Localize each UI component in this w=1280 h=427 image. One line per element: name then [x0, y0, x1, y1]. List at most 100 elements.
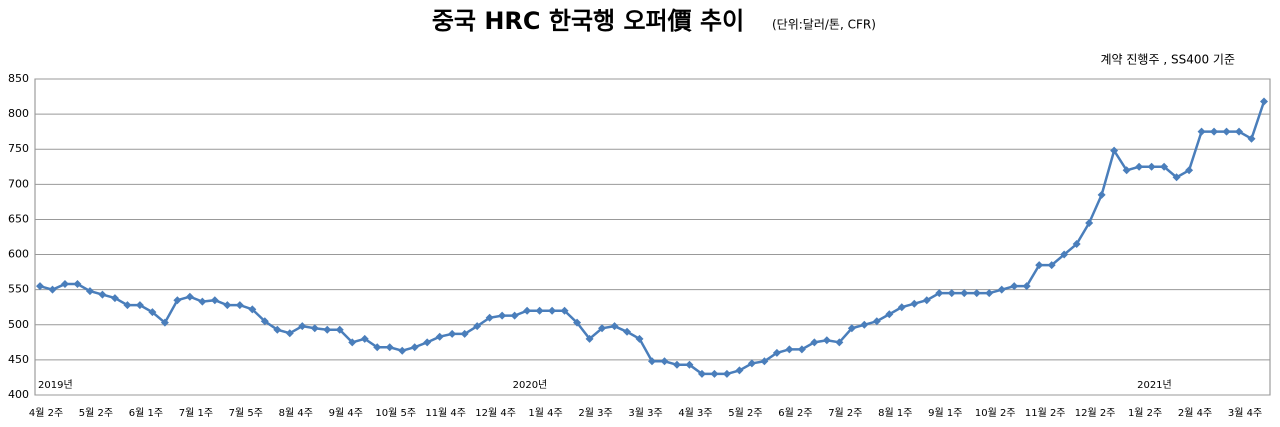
- marker: [835, 338, 844, 347]
- x-tick-label: 6월 2주: [778, 407, 812, 419]
- marker: [985, 289, 994, 298]
- marker: [573, 318, 582, 327]
- y-tick-label: 850: [8, 72, 29, 85]
- y-tick-label: 800: [8, 107, 29, 120]
- marker: [1097, 190, 1106, 199]
- x-tick-label: 10월 2주: [975, 407, 1016, 419]
- marker: [1022, 282, 1031, 291]
- marker: [822, 336, 831, 345]
- marker: [173, 296, 182, 305]
- marker: [672, 360, 681, 369]
- marker: [747, 359, 756, 368]
- y-tick-label: 500: [8, 318, 29, 331]
- marker: [398, 346, 407, 355]
- marker: [1210, 127, 1219, 136]
- x-tick-label: 9월 1주: [928, 407, 962, 419]
- marker: [260, 317, 269, 326]
- marker: [285, 329, 294, 338]
- marker: [635, 334, 644, 343]
- x-tick-label: 11월 2주: [1025, 407, 1066, 419]
- line: [39, 101, 1266, 376]
- marker: [1172, 173, 1181, 182]
- year-label: 2019년: [38, 379, 73, 391]
- marker: [685, 360, 694, 369]
- marker: [810, 338, 819, 347]
- chart-title: 중국 HRC 한국행 오퍼價 추이: [432, 7, 744, 35]
- x-tick-label: 7월 5주: [229, 407, 263, 419]
- marker: [1160, 162, 1169, 171]
- marker: [48, 285, 57, 294]
- marker: [710, 369, 719, 378]
- marker: [960, 289, 969, 298]
- x-tick-label: 11월 4주: [425, 407, 466, 419]
- marker: [548, 306, 557, 315]
- marker: [610, 322, 619, 331]
- marker: [935, 289, 944, 298]
- x-tick-label: 7월 1주: [179, 407, 213, 419]
- marker: [348, 338, 357, 347]
- x-tick-label: 5월 2주: [728, 407, 762, 419]
- year-label: 2021년: [1137, 379, 1172, 391]
- marker: [410, 343, 419, 352]
- marker: [185, 292, 194, 301]
- marker: [1072, 240, 1081, 249]
- marker: [885, 310, 894, 319]
- marker: [298, 322, 307, 331]
- marker: [98, 290, 107, 299]
- marker: [1247, 134, 1256, 143]
- marker: [60, 280, 69, 289]
- marker: [585, 334, 594, 343]
- marker: [423, 338, 432, 347]
- marker: [85, 287, 94, 296]
- x-tick-label: 7월 2주: [828, 407, 862, 419]
- x-tick-label: 8월 4주: [279, 407, 313, 419]
- y-tick-label: 750: [8, 142, 29, 155]
- marker: [160, 318, 169, 327]
- marker: [1185, 166, 1194, 175]
- marker: [460, 329, 469, 338]
- marker: [910, 299, 919, 308]
- marker: [210, 296, 219, 305]
- marker: [535, 306, 544, 315]
- marker: [523, 306, 532, 315]
- marker: [947, 289, 956, 298]
- marker: [1135, 162, 1144, 171]
- marker: [872, 317, 881, 326]
- marker: [335, 325, 344, 334]
- marker: [1060, 250, 1069, 259]
- x-tick-label: 10월 5주: [375, 407, 416, 419]
- y-tick-label: 550: [8, 283, 29, 296]
- x-tick-label: 3월 3주: [628, 407, 662, 419]
- marker: [1122, 166, 1131, 175]
- x-tick-label: 8월 1주: [878, 407, 912, 419]
- marker: [473, 322, 482, 331]
- marker: [323, 325, 332, 334]
- marker: [485, 313, 494, 322]
- marker: [198, 297, 207, 306]
- marker: [235, 301, 244, 310]
- chart-subtitle: (단위:달러/톤, CFR): [772, 18, 876, 32]
- marker: [598, 324, 607, 333]
- x-tick-label: 1월 2주: [1128, 407, 1162, 419]
- marker: [847, 324, 856, 333]
- x-tick-label: 2월 4주: [1178, 407, 1212, 419]
- marker: [310, 324, 319, 333]
- x-tick-label: 9월 4주: [329, 407, 363, 419]
- marker: [648, 357, 656, 366]
- marker: [772, 348, 781, 357]
- marker: [360, 334, 369, 343]
- marker: [623, 327, 632, 336]
- marker: [922, 296, 931, 305]
- x-tick-label: 4월 2주: [29, 407, 63, 419]
- marker: [797, 345, 806, 354]
- y-tick-label: 450: [8, 353, 29, 366]
- marker: [148, 308, 157, 317]
- marker: [36, 282, 44, 291]
- note: 계약 진행주 , SS400 기준: [1101, 52, 1236, 67]
- x-tick-label: 12월 4주: [475, 407, 516, 419]
- marker: [1110, 146, 1119, 155]
- marker: [498, 311, 507, 320]
- marker: [110, 294, 119, 303]
- y-tick-label: 400: [8, 388, 29, 401]
